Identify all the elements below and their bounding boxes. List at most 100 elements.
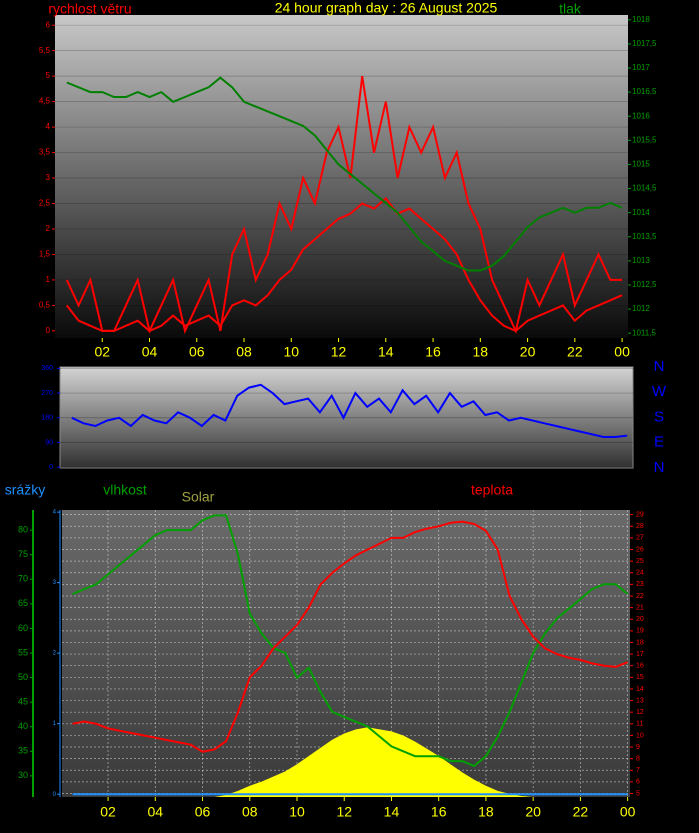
plot-area [55,15,628,338]
line [66,196,623,333]
legend-label: rychlost větru [48,1,131,17]
y-tick-label: 28 [636,523,644,530]
y-tick-label: 4 [46,122,51,131]
x-tick-label: 00 [614,344,630,360]
plot-area [59,366,634,469]
y-tick-label: 3 [53,580,57,586]
y-tick-label: 13 [636,697,644,704]
compass-label: W [652,383,667,400]
x-tick-label: 04 [147,804,163,820]
legend-label: srážky [5,482,45,498]
chart-title: 24 hour graph day : 26 August 2025 [275,0,498,16]
x-tick-label: 06 [189,344,205,360]
y-tick-label: 5 [46,71,51,80]
x-tick-label: 08 [236,344,252,360]
y-tick-label: 40 [18,721,28,731]
compass-label: N [654,358,665,375]
x-tick-label: 22 [567,344,583,360]
y-tick-label: 45 [18,697,28,707]
y-tick-label: 0 [46,326,51,335]
legend-label: teplota [471,482,513,498]
y-tick-label: 17 [636,651,644,658]
line [66,76,623,272]
line [65,75,623,334]
y-tick-label: 1 [46,275,51,284]
x-tick-label: 10 [283,344,299,360]
x-tick-label: 20 [520,344,536,360]
y-tick-label: 24 [636,570,644,577]
y-tick-label: 0,5 [39,301,51,310]
y-tick-label: 11 [636,721,643,728]
x-tick-label: 20 [525,804,541,820]
compass-label: S [654,408,664,425]
y-tick-label: 6 [46,20,51,29]
y-tick-label: 3 [46,173,51,182]
y-tick-label: 20 [636,616,644,623]
y-tick-label: 10 [636,732,644,739]
y-tick-label: 75 [18,549,28,559]
y-tick-label: 60 [18,623,28,633]
y-tick-label: 360 [41,365,53,372]
y-tick-label: 18 [636,639,644,646]
y-tick-label: 1014,5 [632,184,657,193]
x-tick-label: 10 [289,804,305,820]
x-tick-label: 04 [142,344,158,360]
y-tick-label: 23 [636,581,644,588]
x-tick-label: 16 [425,344,441,360]
y-tick-label: 70 [18,574,28,584]
y-tick-label: 7 [636,767,640,774]
legend-label: tlak [559,1,582,17]
x-tick-label: 16 [431,804,447,820]
y-tick-label: 90 [45,439,53,446]
y-tick-label: 0 [53,792,57,798]
y-tick-label: 50 [18,672,28,682]
y-tick-label: 1012 [632,304,650,313]
y-tick-label: 1015,5 [632,135,657,144]
y-tick-label: 2,5 [39,199,51,208]
y-tick-label: 14 [636,686,644,693]
y-tick-label: 0 [49,464,53,471]
x-tick-label: 02 [94,344,110,360]
y-tick-label: 55 [18,647,28,657]
y-tick-label: 1017 [632,63,650,72]
y-tick-label: 1016,5 [632,87,657,96]
x-tick-label: 06 [195,804,211,820]
y-tick-label: 30 [18,770,28,780]
y-tick-label: 1016 [632,111,650,120]
y-tick-label: 1017,5 [632,39,657,48]
y-tick-label: 27 [636,535,644,542]
y-tick-label: 5,5 [39,46,51,55]
y-tick-label: 65 [18,598,28,608]
y-tick-label: 2 [46,224,51,233]
x-tick-label: 12 [331,344,347,360]
y-tick-label: 26 [636,546,644,553]
y-tick-label: 3,5 [39,148,51,157]
y-tick-label: 1012,5 [632,280,657,289]
y-tick-label: 19 [636,628,644,635]
compass-label: N [654,459,665,476]
compass-label: E [654,434,664,451]
y-tick-label: 80 [18,525,28,535]
y-tick-label: 180 [41,415,53,422]
y-tick-label: 5 [636,790,640,797]
y-tick-label: 4,5 [39,97,51,106]
y-tick-label: 35 [18,746,28,756]
x-tick-label: 22 [573,804,589,820]
y-tick-label: 1014 [632,208,650,217]
y-tick-label: 9 [636,744,640,751]
line [71,383,628,438]
x-tick-label: 00 [620,804,636,820]
y-tick-label: 1 [53,721,57,727]
line [72,514,629,768]
y-tick-label: 8 [636,755,640,762]
y-tick-label: 1018 [632,15,650,24]
x-tick-label: 02 [100,804,116,820]
x-tick-label: 08 [242,804,258,820]
y-tick-label: 1015 [632,160,650,169]
y-tick-label: 21 [636,604,644,611]
x-tick-label: 18 [478,804,494,820]
y-tick-label: 6 [636,779,640,786]
legend-label: vlhkost [103,482,147,498]
